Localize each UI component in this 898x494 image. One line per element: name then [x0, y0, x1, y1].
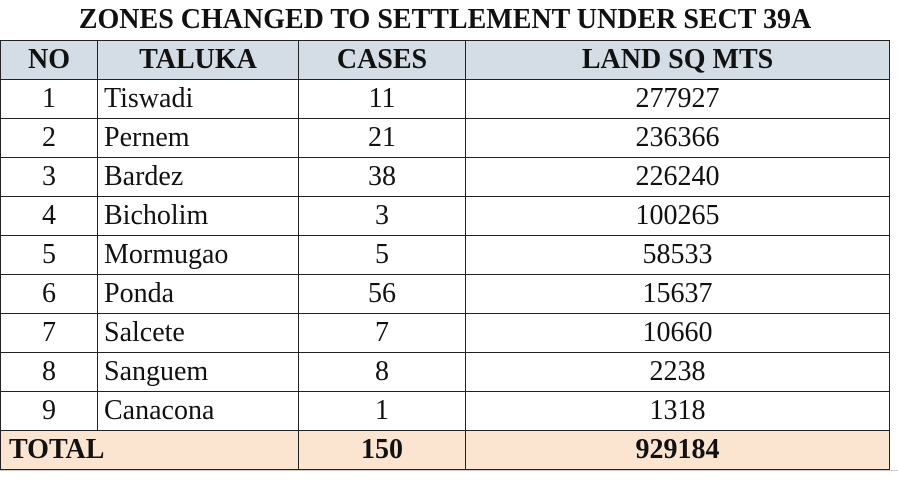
cell: Sanguem — [97, 352, 299, 392]
total-cases: 150 — [298, 430, 466, 470]
header-row: NO TALUKA CASES LAND SQ MTS — [0, 40, 891, 80]
table-body: 1 Tiswadi 11 277927 2 Pernem 21 236366 3 Bardez 38… — [0, 79, 891, 470]
cell: 5 — [0, 235, 98, 275]
sheet-gap — [0, 470, 898, 485]
table-title: ZONES CHANGED TO SETTLEMENT UNDER SECT 3… — [78, 4, 812, 35]
cell: 10660 — [464, 313, 891, 353]
table-head: ZONES CHANGED TO SETTLEMENT UNDER SECT 3… — [0, 0, 891, 80]
cell: 7 — [0, 313, 98, 353]
title-row: ZONES CHANGED TO SETTLEMENT UNDER SECT 3… — [1, 0, 890, 41]
cell: 5 — [298, 235, 466, 275]
cell: 2 — [0, 118, 98, 158]
cell: 3 — [0, 157, 98, 197]
cell: 277927 — [464, 79, 891, 119]
cell: 56 — [298, 274, 466, 314]
cell: 100265 — [464, 196, 891, 236]
cell: 38 — [298, 157, 466, 197]
header-cell: LAND SQ MTS — [464, 40, 891, 80]
cell: 1318 — [464, 391, 891, 431]
cell: Bardez — [97, 157, 299, 197]
cell: 7 — [298, 313, 466, 353]
header-cell: TALUKA — [97, 40, 299, 80]
cell: 1 — [298, 391, 466, 431]
cell: 236366 — [464, 118, 891, 158]
data-row: 7 Salcete 7 10660 — [0, 313, 891, 353]
header-cell: NO — [0, 40, 98, 80]
cell: Ponda — [97, 274, 299, 314]
data-row: 3 Bardez 38 226240 — [0, 157, 891, 197]
data-row: 4 Bicholim 3 100265 — [0, 196, 891, 236]
cell: Bicholim — [97, 196, 299, 236]
total-land: 929184 — [464, 430, 891, 470]
data-row: 8 Sanguem 8 2238 — [0, 352, 891, 392]
data-row: 5 Mormugao 5 58533 — [0, 235, 891, 275]
total-row: TOTAL 150 929184 — [0, 430, 891, 470]
cell: 15637 — [464, 274, 891, 314]
cell: Canacona — [97, 391, 299, 431]
cell: Salcete — [97, 313, 299, 353]
cell: 226240 — [464, 157, 891, 197]
cell: 4 — [0, 196, 98, 236]
cell: 2238 — [464, 352, 891, 392]
cell: 21 — [298, 118, 466, 158]
cell: Pernem — [97, 118, 299, 158]
cell: 8 — [0, 352, 98, 392]
data-row: 9 Canacona 1 1318 — [0, 391, 891, 431]
cell: 6 — [0, 274, 98, 314]
cell: 8 — [298, 352, 466, 392]
data-row: 6 Ponda 56 15637 — [0, 274, 891, 314]
cell: 3 — [298, 196, 466, 236]
header-cell: CASES — [298, 40, 466, 80]
data-table: ZONES CHANGED TO SETTLEMENT UNDER SECT 3… — [0, 0, 891, 470]
cell: 1 — [0, 79, 98, 119]
cell: 11 — [298, 79, 466, 119]
cell: 9 — [0, 391, 98, 431]
data-row: 1 Tiswadi 11 277927 — [0, 79, 891, 119]
cell: Tiswadi — [97, 79, 299, 119]
cell: Mormugao — [97, 235, 299, 275]
data-row: 2 Pernem 21 236366 — [0, 118, 891, 158]
cell: 58533 — [464, 235, 891, 275]
total-label: TOTAL — [0, 430, 299, 470]
